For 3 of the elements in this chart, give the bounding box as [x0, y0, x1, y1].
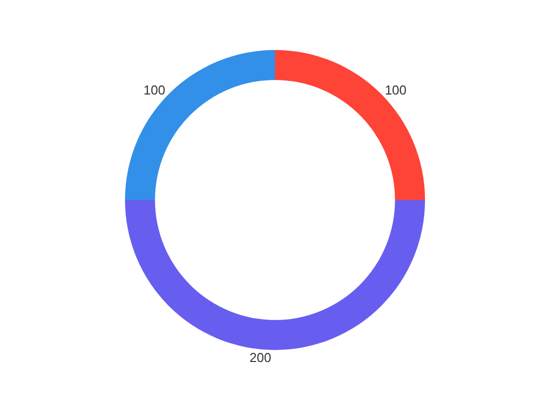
data-label: 100 [143, 82, 166, 98]
data-label: 200 [250, 350, 272, 365]
data-label: 100 [384, 82, 407, 98]
